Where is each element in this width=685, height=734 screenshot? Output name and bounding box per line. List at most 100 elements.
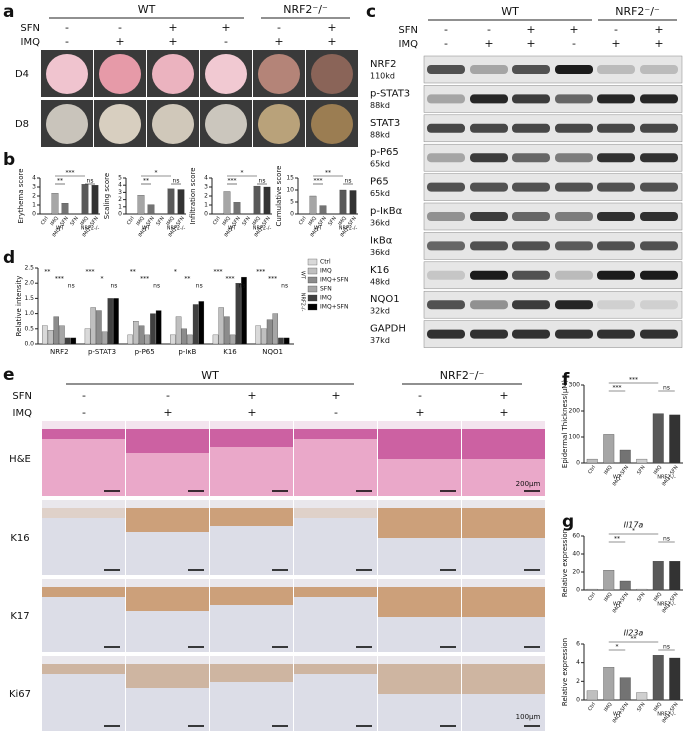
- band: [640, 241, 678, 251]
- bar: [603, 667, 615, 701]
- y-tick-label: 3: [32, 184, 36, 191]
- bar: [261, 328, 267, 345]
- row-label: K16: [10, 533, 29, 544]
- y-tick-label: 1.0: [24, 310, 34, 317]
- dermis: [462, 694, 545, 731]
- legend-label: IMQ: [320, 295, 332, 302]
- x-tick-label: IMQ: [653, 592, 664, 603]
- epidermis: [126, 429, 209, 453]
- sign: +: [168, 21, 177, 34]
- panel-letter: c: [366, 2, 376, 22]
- y-tick-label: 0: [32, 211, 36, 218]
- skin: [205, 54, 247, 94]
- band: [427, 270, 465, 280]
- band: [470, 300, 508, 310]
- bar: [61, 203, 69, 215]
- band: [470, 270, 508, 280]
- band: [470, 182, 508, 192]
- dermis: [42, 518, 125, 575]
- significance: ***: [314, 178, 323, 185]
- sign: +: [499, 389, 508, 402]
- x-tick-label: p-IκB: [178, 348, 196, 356]
- band: [427, 212, 465, 221]
- epidermis: [126, 508, 209, 532]
- x-tick-label: Ctrl: [298, 216, 308, 227]
- band: [470, 65, 508, 74]
- bar: [263, 186, 271, 215]
- blot-bg: [423, 202, 683, 231]
- band: [427, 153, 465, 163]
- band: [470, 94, 508, 104]
- bar: [278, 337, 284, 345]
- group-label: NRF2-/-: [167, 226, 186, 232]
- significance: **: [184, 276, 190, 283]
- x-tick-label: NQO1: [262, 348, 283, 356]
- band: [512, 182, 550, 192]
- significance: **: [631, 636, 637, 643]
- group-label: WT: [613, 712, 622, 718]
- band: [512, 212, 550, 221]
- x-tick-label: IMQ: [135, 216, 146, 227]
- x-tick-label: NRF2: [50, 348, 69, 356]
- band: [427, 182, 465, 192]
- size-label: 36kd: [370, 248, 390, 257]
- sign: +: [499, 406, 508, 419]
- y-tick-label: 0: [204, 211, 208, 218]
- y-tick-label: 5: [118, 175, 122, 182]
- legend-label: SFN: [320, 286, 332, 293]
- protein-label: NRF2: [370, 59, 397, 70]
- bar: [669, 561, 681, 591]
- dermis: [210, 447, 293, 496]
- bar: [218, 307, 224, 345]
- chart-title: Il23a: [624, 629, 644, 638]
- sign: +: [115, 35, 124, 48]
- row-label: SFN: [398, 25, 418, 36]
- significance: ns: [663, 536, 670, 543]
- bar: [101, 331, 108, 345]
- x-tick-label: Ctrl: [587, 592, 597, 603]
- y-tick-label: 5: [290, 199, 294, 206]
- significance: ***: [55, 276, 64, 283]
- dermis: [126, 453, 209, 496]
- bar: [150, 313, 156, 345]
- chart-title: Il17a: [624, 521, 644, 530]
- skin: [46, 104, 88, 144]
- band: [427, 94, 465, 104]
- group-label: WT: [201, 369, 219, 382]
- significance: ns: [196, 283, 203, 290]
- dermis: [462, 538, 545, 575]
- group-label: NRF2-/-: [657, 602, 676, 608]
- dermis: [126, 532, 209, 575]
- row-label: IMQ: [399, 39, 419, 50]
- x-tick-label: SFN: [241, 215, 252, 227]
- band: [512, 94, 550, 104]
- scale-label: 100μm: [516, 713, 541, 721]
- epidermis: [210, 664, 293, 682]
- dermis: [462, 617, 545, 652]
- significance: ***: [613, 385, 622, 392]
- y-tick-label: 2: [118, 196, 122, 203]
- sign: +: [569, 23, 578, 36]
- protein-label: GAPDH: [370, 324, 406, 335]
- size-label: 37kd: [370, 336, 390, 345]
- significance: *: [155, 170, 158, 177]
- blot-bg: [423, 114, 683, 143]
- bar: [212, 334, 219, 345]
- band: [512, 123, 550, 133]
- band: [427, 123, 465, 133]
- y-tick-label: 10: [286, 187, 294, 194]
- x-tick-label: IMQ: [79, 216, 90, 227]
- bar: [339, 189, 347, 215]
- band: [640, 94, 678, 104]
- group-label: NRF2-/-: [339, 226, 358, 232]
- sign: +: [654, 23, 663, 36]
- significance: ***: [629, 377, 638, 384]
- significance: **: [614, 536, 620, 543]
- band: [470, 153, 508, 163]
- sign: -: [572, 37, 576, 50]
- epidermis: [378, 508, 461, 538]
- bar: [233, 202, 241, 215]
- y-tick-label: 2: [32, 193, 36, 200]
- sign: +: [221, 21, 230, 34]
